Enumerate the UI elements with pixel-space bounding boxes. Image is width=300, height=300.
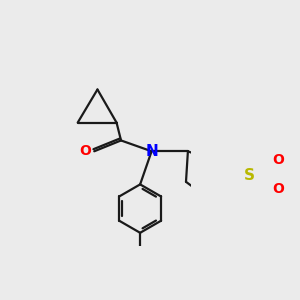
- Text: O: O: [79, 144, 91, 158]
- Text: O: O: [272, 182, 284, 197]
- Text: N: N: [145, 144, 158, 159]
- Text: S: S: [244, 168, 255, 183]
- Text: O: O: [272, 153, 284, 166]
